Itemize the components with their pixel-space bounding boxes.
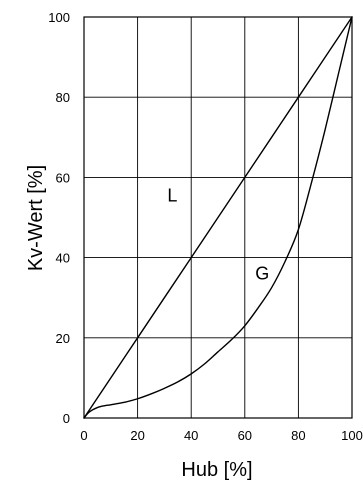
- x-tick-label: 20: [130, 428, 144, 443]
- plot-frame: [83, 16, 353, 419]
- x-tick-label: 100: [341, 428, 363, 443]
- x-axis-label: Hub [%]: [181, 459, 252, 481]
- grid-layer: [83, 16, 353, 419]
- y-tick-label: 80: [56, 90, 70, 105]
- x-tick-label: 80: [291, 428, 305, 443]
- label-layer: 0 20 40 60 80 100 0 20 40 60 80 100 L G: [48, 10, 363, 443]
- y-tick-label: 100: [48, 10, 70, 25]
- y-tick-label: 40: [56, 251, 70, 266]
- series-line-l: [83, 16, 353, 419]
- y-tick-label: 20: [56, 331, 70, 346]
- y-tick-label: 0: [63, 411, 70, 426]
- curve-label-l: L: [167, 185, 177, 205]
- y-axis-label: Kv-Wert [%]: [25, 165, 47, 271]
- x-tick-label: 0: [80, 428, 87, 443]
- series-layer: [83, 16, 353, 419]
- curve-label-g: G: [255, 264, 269, 284]
- y-tick-label: 60: [56, 170, 70, 185]
- series-line-g: [83, 16, 353, 419]
- x-tick-label: 60: [238, 428, 252, 443]
- x-tick-label: 40: [184, 428, 198, 443]
